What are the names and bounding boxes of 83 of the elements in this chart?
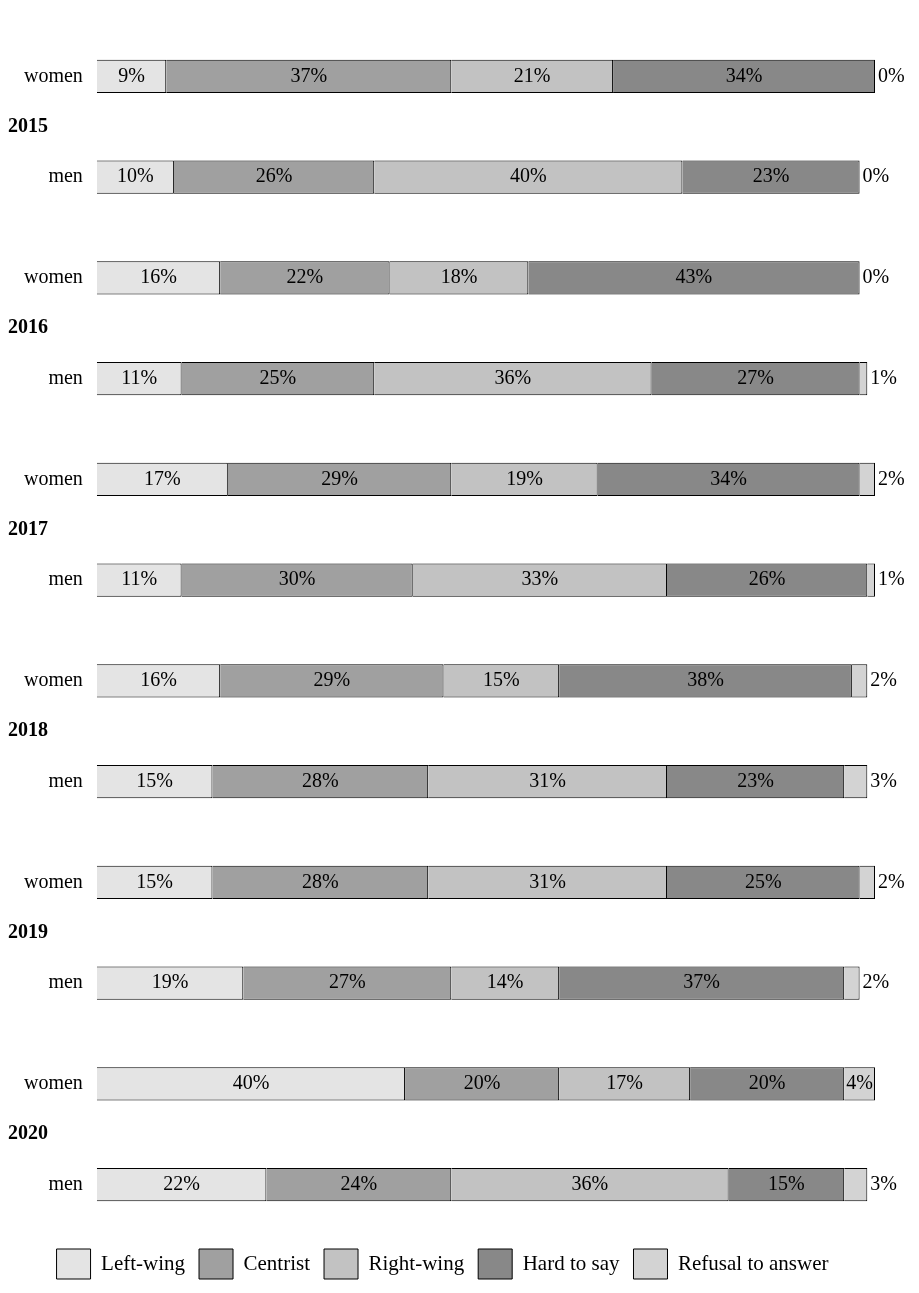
data-label: 22% bbox=[163, 1171, 200, 1194]
data-label: 2% bbox=[877, 869, 905, 892]
data-label: 38% bbox=[687, 668, 724, 691]
data-label: 40% bbox=[232, 1071, 270, 1094]
y-tick-label: women bbox=[23, 265, 83, 288]
legend-label: Right-wing bbox=[368, 1250, 465, 1275]
data-label: 3% bbox=[870, 768, 897, 791]
data-label: 16% bbox=[140, 668, 177, 691]
data-label: 29% bbox=[313, 668, 351, 691]
y-tick-label: men bbox=[48, 365, 83, 388]
data-label: 14% bbox=[486, 970, 524, 993]
data-label: 3% bbox=[870, 1171, 897, 1194]
text: 2015 bbox=[8, 113, 48, 136]
data-label: 20% bbox=[463, 1071, 501, 1094]
y-tick-label: women bbox=[23, 1071, 83, 1094]
data-label: 15% bbox=[483, 668, 520, 691]
data-label: 36% bbox=[494, 365, 532, 388]
data-label: 29% bbox=[321, 466, 358, 489]
data-label: 28% bbox=[301, 869, 339, 892]
legend-label: Left-wing bbox=[101, 1250, 186, 1275]
data-label: 36% bbox=[571, 1171, 609, 1194]
y-tick-label: men bbox=[48, 164, 83, 187]
data-label: 18% bbox=[440, 265, 478, 288]
data-label: 10% bbox=[117, 164, 154, 187]
data-label: 26% bbox=[255, 164, 293, 187]
data-label: 9% bbox=[118, 63, 145, 86]
data-label: 0% bbox=[862, 164, 890, 187]
data-label: 0% bbox=[877, 63, 905, 86]
y-tick-label: women bbox=[23, 869, 83, 892]
data-label: 15% bbox=[136, 768, 173, 791]
data-label: 27% bbox=[737, 365, 774, 388]
data-label: 25% bbox=[259, 365, 297, 388]
y-tick-label: men bbox=[48, 970, 83, 993]
data-label: 37% bbox=[290, 63, 328, 86]
text: 2018 bbox=[8, 718, 48, 741]
data-label: 40% bbox=[509, 164, 547, 187]
data-label: 25% bbox=[744, 869, 782, 892]
data-label: 22% bbox=[286, 265, 324, 288]
data-label: 11% bbox=[121, 365, 158, 388]
data-label: 16% bbox=[140, 265, 177, 288]
y-tick-label: women bbox=[23, 63, 83, 86]
data-label: 17% bbox=[606, 1071, 643, 1094]
data-label: 26% bbox=[748, 567, 786, 590]
data-label: 31% bbox=[529, 869, 566, 892]
data-label: 1% bbox=[877, 567, 905, 590]
data-label: 27% bbox=[328, 970, 366, 993]
data-label: 21% bbox=[513, 63, 551, 86]
data-label: 2% bbox=[870, 668, 897, 691]
y-tick-label: men bbox=[48, 1171, 83, 1194]
data-label: 20% bbox=[748, 1071, 786, 1094]
data-label: 23% bbox=[752, 164, 790, 187]
text: 2020 bbox=[8, 1121, 48, 1144]
data-label: 2% bbox=[877, 466, 905, 489]
y-tick-label: women bbox=[23, 466, 83, 489]
legend-label: Refusal to answer bbox=[677, 1250, 829, 1275]
data-label: 15% bbox=[136, 869, 173, 892]
legend-label: Centrist bbox=[243, 1250, 311, 1275]
data-label: 1% bbox=[870, 365, 897, 388]
text: 2019 bbox=[8, 919, 48, 942]
y-tick-label: women bbox=[23, 668, 83, 691]
text: 2017 bbox=[8, 516, 48, 539]
data-label: 11% bbox=[121, 567, 158, 590]
data-label: 19% bbox=[506, 466, 543, 489]
data-label: 34% bbox=[710, 466, 747, 489]
data-label: 17% bbox=[144, 466, 181, 489]
legend-label: Hard to say bbox=[522, 1250, 620, 1275]
data-label: 15% bbox=[768, 1171, 805, 1194]
data-label: 37% bbox=[683, 970, 720, 993]
data-label: 43% bbox=[675, 265, 713, 288]
data-label: 33% bbox=[521, 567, 559, 590]
data-label: 31% bbox=[529, 768, 566, 791]
data-label: 34% bbox=[725, 63, 763, 86]
y-tick-label: men bbox=[48, 567, 83, 590]
data-label: 24% bbox=[340, 1171, 378, 1194]
data-label: 0% bbox=[862, 265, 890, 288]
data-label: 28% bbox=[301, 768, 339, 791]
y-tick-label: men bbox=[48, 768, 83, 791]
text: 2016 bbox=[8, 315, 48, 338]
data-label: 30% bbox=[278, 567, 316, 590]
data-label: 2% bbox=[862, 970, 890, 993]
data-label: 4% bbox=[846, 1071, 873, 1094]
data-label: 23% bbox=[737, 768, 774, 791]
data-label: 19% bbox=[151, 970, 189, 993]
